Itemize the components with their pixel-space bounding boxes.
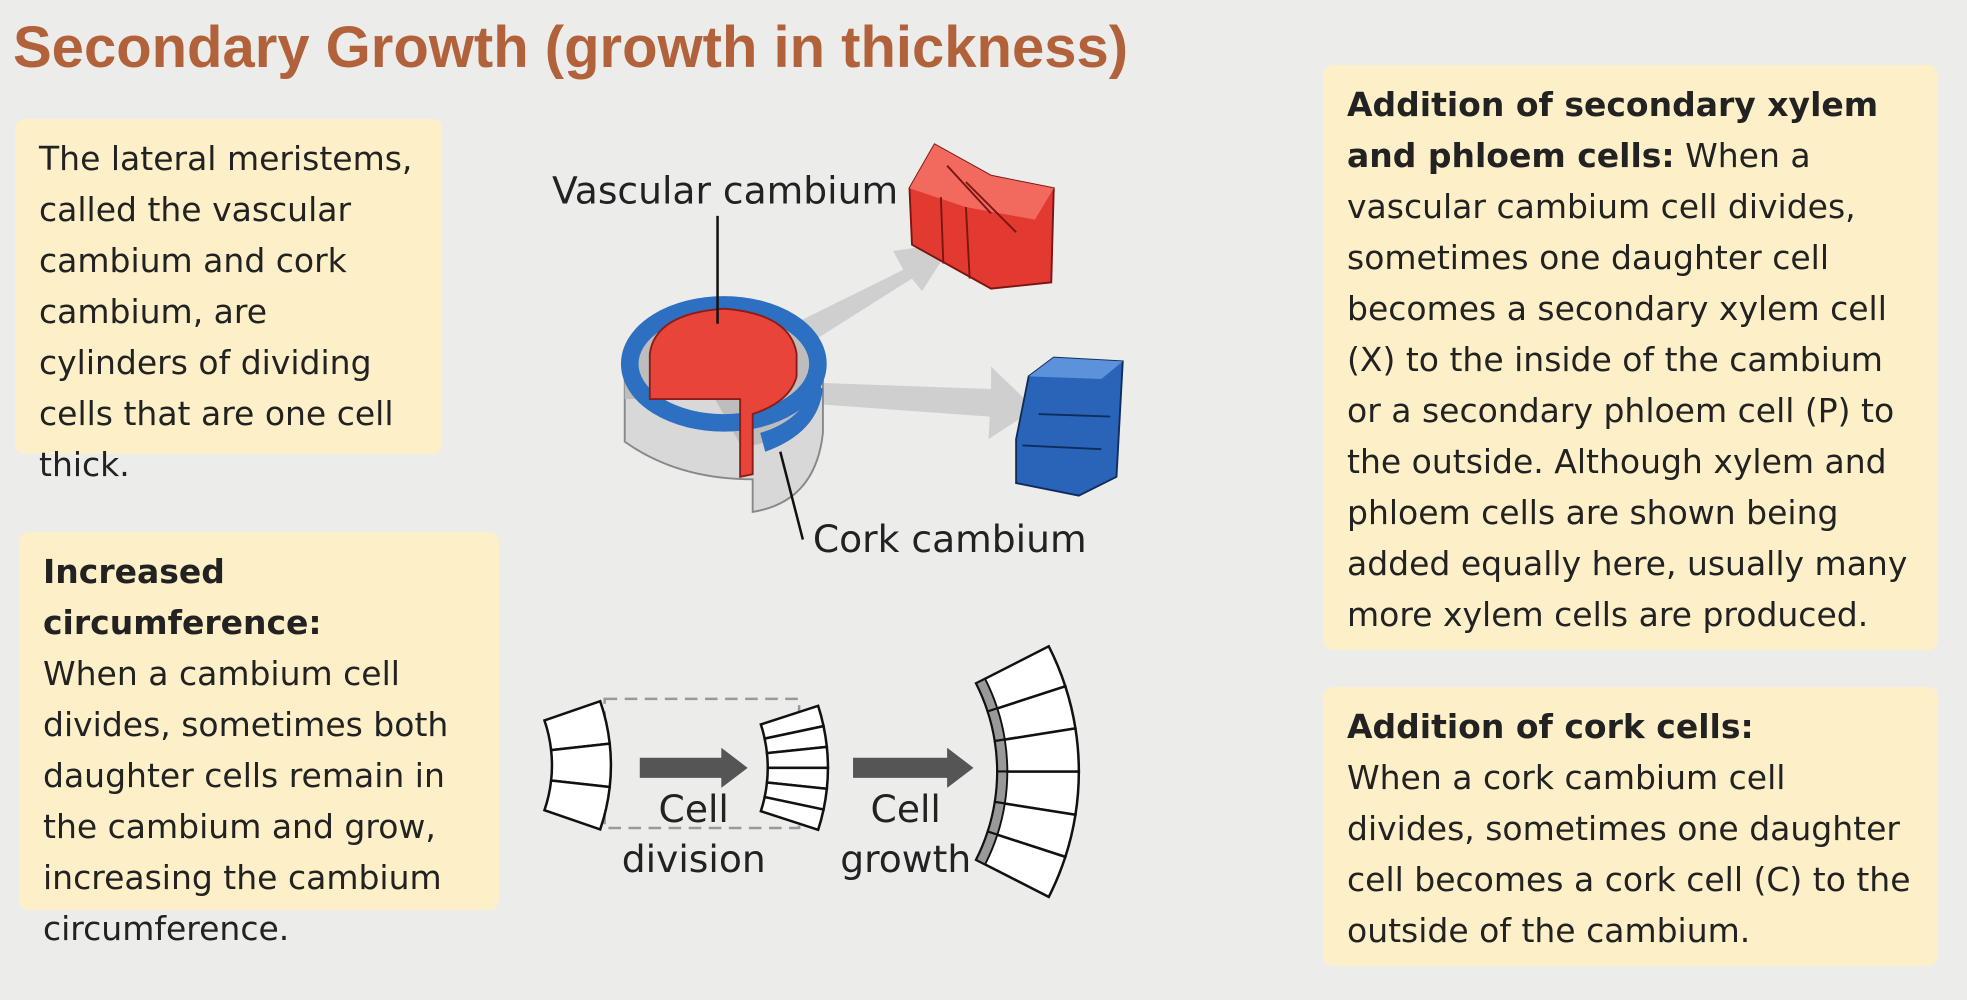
box-body: When a cambium cell divides, sometimes b…: [43, 654, 449, 948]
cell: [974, 830, 999, 866]
arrow: [853, 747, 974, 788]
label-vascular: Vascular cambium: [552, 168, 898, 212]
text-box: Increased circumference: When a cambium …: [19, 532, 499, 948]
label-cell-division: division: [622, 837, 766, 881]
box-heading: Addition of secondary xylem and phloem c…: [1347, 85, 1879, 175]
vascular-ring: [648, 307, 798, 478]
arrow: [784, 242, 954, 354]
label-cell-growth: growth: [840, 837, 971, 881]
text-box: The lateral meristems, called the vascul…: [15, 119, 442, 484]
box-body: When a vascular cambium cell divides, so…: [1347, 136, 1908, 634]
text-box: Addition of cork cells: When a cork camb…: [1323, 687, 1938, 966]
cell: [993, 770, 1009, 805]
leader-line: [779, 451, 805, 540]
box-heading: Addition of cork cells:: [1347, 707, 1754, 746]
label-cell-growth: Cell: [871, 787, 941, 831]
cell: [542, 699, 612, 752]
label-cork: Cork cambium: [813, 517, 1087, 561]
text-box: Addition of secondary xylem and phloem c…: [1323, 65, 1938, 650]
xylem-phloem-block: [908, 143, 1055, 290]
cell: [993, 738, 1009, 773]
box-body: When a cork cambium cell divides, someti…: [1347, 758, 1911, 950]
cell: [542, 779, 612, 832]
box-heading: Increased circumference:: [43, 552, 322, 642]
cell-arcs: [542, 644, 1081, 899]
cork-ring: [620, 296, 827, 432]
label-cell-division: Cell: [659, 787, 729, 831]
arrow: [815, 366, 1035, 440]
arrow: [639, 747, 748, 788]
title: Secondary Growth (growth in thickness): [13, 15, 1129, 80]
cell: [759, 795, 826, 832]
cork-block: [1015, 356, 1124, 497]
box-body: The lateral meristems, called the vascul…: [39, 139, 413, 484]
cork-edge: [760, 382, 823, 452]
